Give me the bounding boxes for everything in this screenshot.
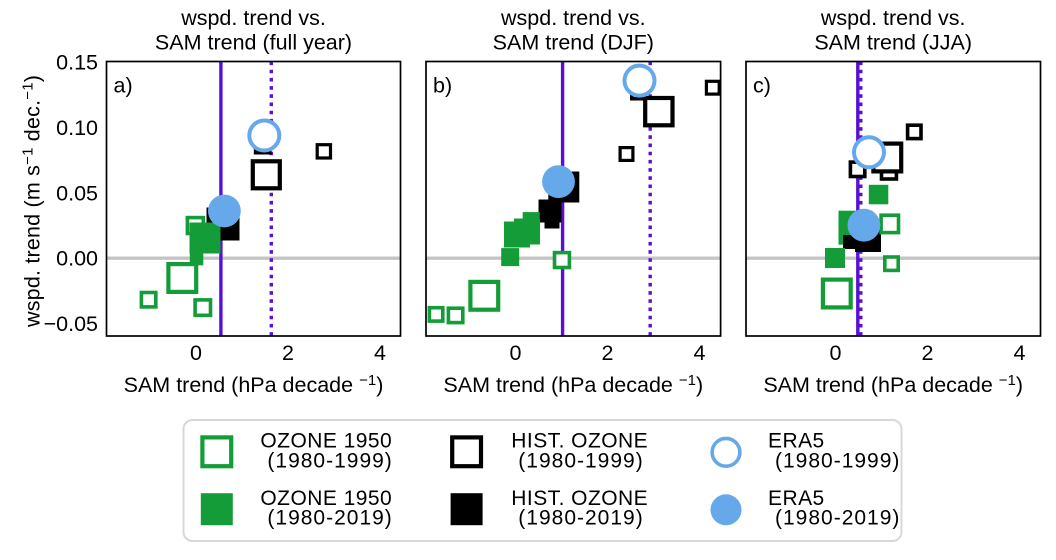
svg-text:wspd. trend (m s−1 dec.−1): wspd. trend (m s−1 dec.−1) xyxy=(20,75,45,328)
svg-text:SAM trend (DJF): SAM trend (DJF) xyxy=(493,31,654,55)
svg-text:SAM trend (JJA): SAM trend (JJA) xyxy=(814,31,972,55)
svg-text:a): a) xyxy=(114,74,133,98)
svg-text:2: 2 xyxy=(282,341,294,365)
svg-text:OZONE 1950: OZONE 1950 xyxy=(260,430,392,453)
svg-text:2: 2 xyxy=(922,341,934,365)
svg-text:0.15: 0.15 xyxy=(56,51,98,75)
svg-text:0.05: 0.05 xyxy=(56,181,98,205)
svg-text:0.00: 0.00 xyxy=(56,247,98,271)
svg-text:0.10: 0.10 xyxy=(56,116,98,140)
svg-text:4: 4 xyxy=(694,341,706,365)
svg-text:(1980-2019): (1980-2019) xyxy=(267,507,392,530)
svg-text:0: 0 xyxy=(510,341,522,365)
svg-text:0: 0 xyxy=(830,341,842,365)
svg-text:SAM trend (hPa decade −1): SAM trend (hPa decade −1) xyxy=(443,372,703,397)
svg-text:HIST. OZONE: HIST. OZONE xyxy=(511,487,648,510)
svg-text:−0.05: −0.05 xyxy=(44,312,98,336)
svg-text:c): c) xyxy=(753,74,771,98)
svg-text:HIST. OZONE: HIST. OZONE xyxy=(511,430,648,453)
svg-text:SAM trend (hPa decade −1): SAM trend (hPa decade −1) xyxy=(763,372,1023,397)
svg-text:SAM trend (hPa decade −1): SAM trend (hPa decade −1) xyxy=(124,372,384,397)
svg-text:(1980-1999): (1980-1999) xyxy=(267,449,392,472)
svg-text:2: 2 xyxy=(602,341,614,365)
svg-text:ERA5: ERA5 xyxy=(768,487,825,510)
svg-text:(1980-2019): (1980-2019) xyxy=(518,507,643,530)
svg-text:4: 4 xyxy=(374,341,386,365)
svg-text:SAM trend (full year): SAM trend (full year) xyxy=(155,31,352,55)
svg-text:wspd. trend vs.: wspd. trend vs. xyxy=(180,6,326,30)
svg-text:0: 0 xyxy=(190,341,202,365)
svg-text:OZONE 1950: OZONE 1950 xyxy=(260,487,392,510)
svg-text:wspd. trend vs.: wspd. trend vs. xyxy=(500,6,646,30)
svg-text:ERA5: ERA5 xyxy=(768,430,825,453)
svg-text:(1980-1999): (1980-1999) xyxy=(518,449,643,472)
svg-text:(1980-1999): (1980-1999) xyxy=(775,449,900,472)
svg-text:4: 4 xyxy=(1014,341,1026,365)
svg-text:wspd. trend vs.: wspd. trend vs. xyxy=(820,6,966,30)
svg-text:(1980-2019): (1980-2019) xyxy=(775,507,900,530)
svg-text:b): b) xyxy=(433,74,452,98)
